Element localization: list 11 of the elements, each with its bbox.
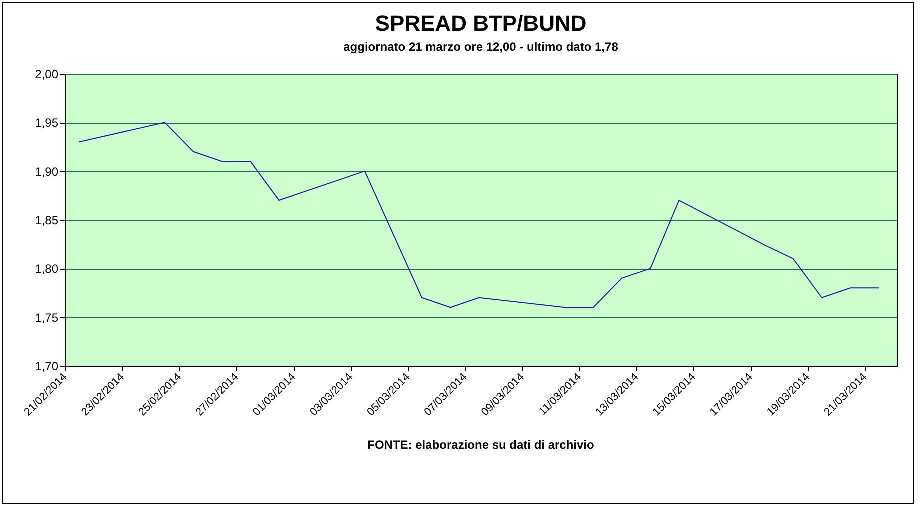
line-series [78, 122, 880, 308]
y-tick-label: 1,75 [35, 310, 59, 325]
source-note: FONTE: elaborazione su dati di archivio [368, 438, 594, 452]
y-tick-label: 1,90 [35, 164, 59, 179]
chart-subtitle: aggiornato 21 marzo ore 12,00 - ultimo dato 1,78 [344, 40, 619, 54]
chart-title: SPREAD BTP/BUND [375, 11, 587, 36]
y-tick-label: 1,95 [35, 116, 59, 130]
y-tick-label: 1,80 [35, 262, 59, 276]
y-tick-label: 2,00 [35, 68, 59, 82]
y-tick-label: 1,85 [35, 214, 59, 228]
y-tick-label: 1,70 [35, 360, 59, 374]
